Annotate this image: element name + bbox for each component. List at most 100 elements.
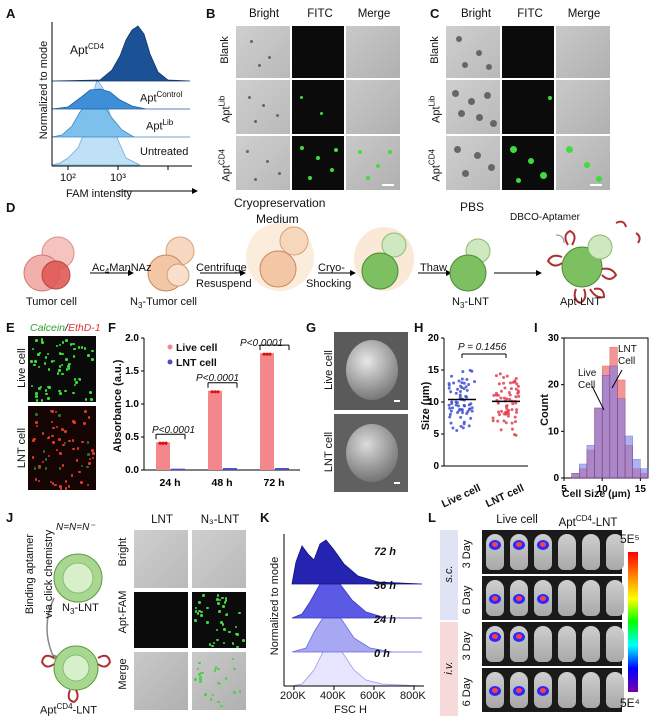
h-point (455, 429, 458, 432)
l-scale-max: 5E⁵ (620, 532, 640, 546)
h-point (514, 416, 517, 419)
f-point-live (262, 353, 265, 356)
e-lnt-dot (83, 422, 86, 425)
j-azide: N=N=N⁻ (56, 522, 95, 533)
d-centrifuge: Centrifuge (196, 262, 247, 274)
panel-label-g: G (306, 320, 316, 335)
h-point (465, 412, 468, 415)
h-point (450, 402, 453, 405)
h-point (456, 411, 459, 414)
h-point (461, 370, 464, 373)
panel-b-col-merge: Merge (346, 8, 402, 20)
panel-c-col-fitc: FITC (502, 8, 558, 20)
h-point (451, 426, 454, 429)
i-live-label-1: Live (578, 368, 596, 379)
h-point (465, 396, 468, 399)
f-point-live (164, 442, 167, 445)
l-signal-core (516, 634, 522, 639)
j-fam-dot (220, 621, 223, 624)
figure: { "panels":{"A":"A","B":"B","C":"C","D":… (0, 0, 652, 722)
i-bar-lnt (579, 464, 587, 478)
mouse-image (558, 534, 576, 570)
k-xtick-600: 600K (360, 690, 386, 702)
h-ylabel: Size (µm) (420, 376, 432, 436)
h-point (473, 380, 476, 383)
h-point (448, 404, 451, 407)
e-lnt-dot (58, 414, 61, 417)
b-fitc-cd4 (292, 136, 344, 190)
e-lnt-dot (71, 474, 74, 477)
l-col-live: Live cell (482, 514, 552, 526)
f-bar-lnt (223, 468, 237, 470)
e-row-live: Live cell (16, 338, 28, 398)
d-cryo-medium-1: Cryopreservation (234, 196, 325, 210)
j-fam-dot (194, 619, 197, 622)
label-apt-cd4: AptCD4 (70, 42, 104, 57)
l-col-aptlnt: AptCD4-LNT (552, 514, 624, 529)
panel-c-row-cd4: AptCD4 (428, 140, 443, 190)
panel-b-row-cd4: AptCD4 (218, 140, 233, 190)
h-point (468, 408, 471, 411)
j-fam-dot (228, 631, 231, 634)
e-live-dot (41, 338, 44, 341)
label-apt-control: AptControl (140, 90, 182, 105)
h-point (448, 407, 451, 410)
h-point (503, 397, 506, 400)
panel-label-j: J (6, 510, 13, 525)
e-live-dot (91, 350, 94, 353)
e-lnt-dot (61, 428, 64, 431)
h-point (455, 392, 458, 395)
e-lnt-dot (48, 436, 51, 439)
e-lnt-dot (88, 416, 91, 419)
i-lnt-label-2: Cell (618, 356, 635, 367)
h-point (509, 381, 512, 384)
panel-b-col-bright: Bright (236, 8, 292, 20)
c-fitc-lib (502, 80, 554, 134)
h-point (450, 410, 453, 413)
e-lnt-dot (73, 421, 76, 424)
j-n3-lnt: N3-LNT (62, 602, 99, 616)
e-live-dot (36, 399, 39, 402)
f-legend-live-mark (168, 345, 173, 350)
h-point (466, 389, 469, 392)
mouse-image (558, 580, 576, 616)
e-stain-label: Calcein/EthD-1 (30, 322, 101, 334)
j-row-bright: Bright (117, 527, 129, 577)
mouse-image (582, 626, 600, 662)
k-xtick-200: 200K (280, 690, 306, 702)
j-merge-dot (204, 693, 207, 696)
d-cryo-2: Shocking (306, 278, 351, 290)
h-point (517, 385, 520, 388)
j-fam-dot (226, 613, 229, 616)
e-row-lnt: LNT cell (16, 418, 28, 478)
e-live-dot (91, 358, 94, 361)
j-merge-dot (233, 691, 236, 694)
e-lnt-dot (59, 452, 62, 455)
j-merge-dot (225, 677, 228, 680)
h-ytick-label: 0 (433, 461, 439, 472)
d-cryo-1: Cryo- (318, 262, 345, 274)
c-merge-blank (556, 26, 610, 78)
d-cryo-medium-2: Medium (256, 212, 299, 226)
i-bar-lnt (640, 469, 648, 478)
j-fam-dot (236, 646, 239, 649)
h-point (449, 413, 452, 416)
e-lnt-dot (92, 452, 95, 455)
h-point (496, 420, 499, 423)
e-lnt-dot (91, 449, 94, 452)
j-fam-dot (221, 597, 224, 600)
j-fam-dot (217, 602, 220, 605)
d-resuspend: Resuspend (196, 278, 252, 290)
i-bar-lnt (625, 436, 633, 478)
h-point (515, 411, 518, 414)
d-apt-lnt: Apt-LNT (560, 296, 601, 308)
h-point (507, 409, 510, 412)
e-live-dot (47, 397, 50, 400)
c-merge-cd4 (556, 136, 610, 190)
l-day-1: 3 Day (461, 529, 473, 579)
i-ylabel: Count (539, 385, 551, 435)
j-fam-dot (202, 594, 205, 597)
j-merge-dot (194, 678, 197, 681)
e-lnt-dot (58, 438, 61, 441)
j-fam-lnt (134, 592, 188, 648)
